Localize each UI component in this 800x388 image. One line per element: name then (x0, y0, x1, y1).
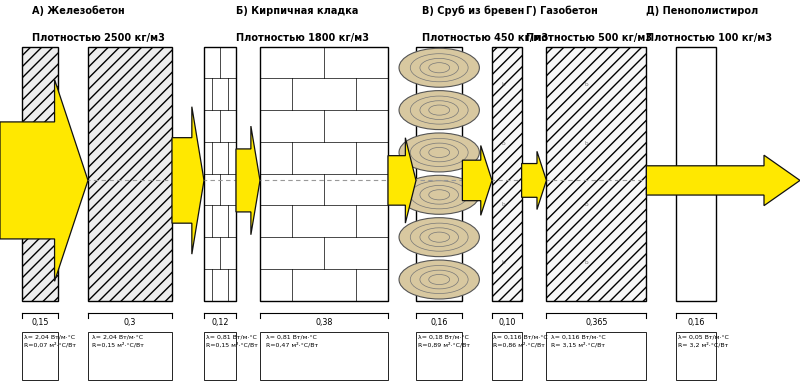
Text: А) Железобетон: А) Железобетон (32, 6, 125, 16)
Polygon shape (388, 138, 416, 223)
Bar (88, 332, 172, 380)
Text: 0,365: 0,365 (585, 318, 608, 327)
Text: Ь: Ь (585, 260, 588, 265)
Bar (492, 47, 522, 301)
Text: Плотностью 450 кг/м3: Плотностью 450 кг/м3 (422, 33, 549, 43)
Text: Ь: Ь (502, 82, 506, 87)
Bar (676, 47, 716, 301)
Bar (546, 332, 646, 380)
Text: λ= 0,81 Вт/м·°С
R=0,15 м²·°С/Вт: λ= 0,81 Вт/м·°С R=0,15 м²·°С/Вт (206, 335, 258, 348)
Polygon shape (462, 146, 492, 215)
Text: λ= 2,04 Вт/м·°С
R=0,07 м²·°С/Вт: λ= 2,04 Вт/м·°С R=0,07 м²·°С/Вт (24, 335, 76, 348)
Polygon shape (646, 155, 800, 206)
Text: Ь: Ь (585, 140, 588, 146)
Circle shape (399, 48, 479, 87)
Text: λ= 2,04 Вт/м·°С
R=0,15 м²·°С/Вт: λ= 2,04 Вт/м·°С R=0,15 м²·°С/Вт (92, 335, 144, 348)
Text: В) Сруб из бревен: В) Сруб из бревен (422, 6, 525, 16)
Text: Д) Пенополистирол: Д) Пенополистирол (646, 6, 758, 16)
Bar (492, 332, 522, 380)
Text: Г) Газобетон: Г) Газобетон (526, 6, 598, 16)
Bar (260, 47, 388, 301)
Text: Плотностью 1800 кг/м3: Плотностью 1800 кг/м3 (236, 33, 369, 43)
Bar (676, 332, 716, 380)
Text: 0,3: 0,3 (124, 318, 136, 327)
Circle shape (399, 91, 479, 130)
Bar (204, 47, 236, 301)
Text: 0,12: 0,12 (211, 318, 229, 327)
Polygon shape (172, 107, 204, 254)
Polygon shape (236, 126, 260, 235)
Text: 0,16: 0,16 (687, 318, 705, 327)
Text: Б) Кирпичная кладка: Б) Кирпичная кладка (236, 6, 358, 16)
Bar (416, 47, 462, 301)
Text: Плотностью 2500 кг/м3: Плотностью 2500 кг/м3 (32, 33, 165, 43)
Text: Ь: Ь (502, 140, 506, 146)
Circle shape (399, 175, 479, 214)
Polygon shape (522, 151, 546, 210)
Bar (260, 332, 388, 380)
Text: λ= 0,116 Вт/м·°С
R=0,86 м²·°С/Вт: λ= 0,116 Вт/м·°С R=0,86 м²·°С/Вт (494, 335, 548, 348)
Text: 0,15: 0,15 (31, 318, 49, 327)
Circle shape (399, 260, 479, 299)
Bar (204, 332, 236, 380)
Text: 0,16: 0,16 (430, 318, 448, 327)
Text: Ь: Ь (585, 202, 588, 207)
Bar (22, 47, 58, 301)
Text: 0,10: 0,10 (498, 318, 515, 327)
Text: Ь: Ь (502, 260, 506, 265)
Text: Ь: Ь (502, 202, 506, 207)
Text: λ= 0,116 Вт/м·°С
R= 3,15 м²·°С/Вт: λ= 0,116 Вт/м·°С R= 3,15 м²·°С/Вт (551, 335, 606, 348)
Text: Плотностью 100 кг/м3: Плотностью 100 кг/м3 (646, 33, 773, 43)
Polygon shape (0, 80, 88, 281)
Text: λ= 0,05 Вт/м·°С
R= 3,2 м²·°С/Вт: λ= 0,05 Вт/м·°С R= 3,2 м²·°С/Вт (678, 335, 729, 348)
Text: Плотностью 500 кг/м3: Плотностью 500 кг/м3 (526, 33, 652, 43)
Bar (416, 332, 462, 380)
Text: λ= 0,81 Вт/м·°С
R=0,47 м²·°С/Вт: λ= 0,81 Вт/м·°С R=0,47 м²·°С/Вт (266, 335, 318, 348)
Bar (546, 47, 646, 301)
Text: λ= 0,18 Вт/м·°С
R=0,89 м²·°С/Вт: λ= 0,18 Вт/м·°С R=0,89 м²·°С/Вт (418, 335, 470, 348)
Bar (22, 332, 58, 380)
Text: Ь: Ь (585, 82, 588, 87)
Circle shape (399, 133, 479, 172)
Circle shape (399, 218, 479, 256)
Bar (88, 47, 172, 301)
Text: 0,38: 0,38 (315, 318, 333, 327)
